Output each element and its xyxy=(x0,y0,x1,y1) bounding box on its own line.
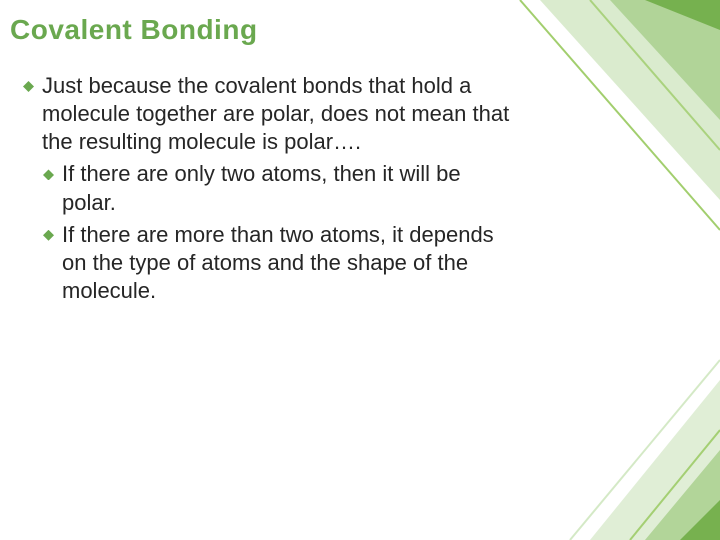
slide-title: Covalent Bonding xyxy=(10,14,692,46)
bullet-sub-1: If there are only two atoms, then it wil… xyxy=(40,160,512,216)
bullet-main: Just because the covalent bonds that hol… xyxy=(20,72,512,156)
slide: Covalent Bonding Just because the covale… xyxy=(0,0,720,540)
slide-content: Just because the covalent bonds that hol… xyxy=(10,72,692,305)
bullet-sub-2: If there are more than two atoms, it dep… xyxy=(40,221,512,305)
